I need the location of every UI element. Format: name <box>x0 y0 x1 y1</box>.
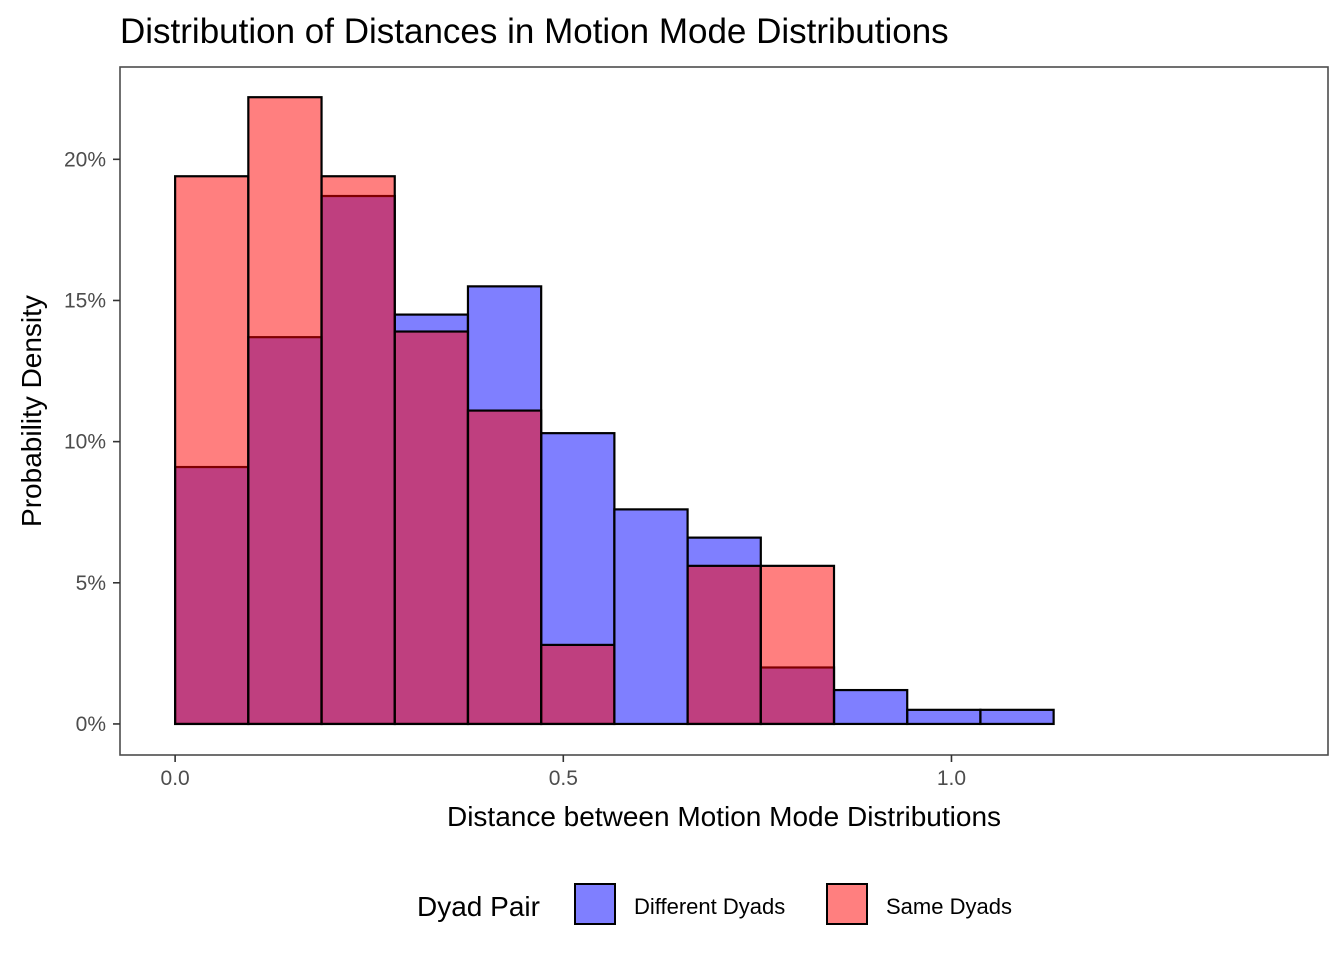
chart-title: Distribution of Distances in Motion Mode… <box>120 12 949 51</box>
legend-title: Dyad Pair <box>417 891 540 922</box>
x-axis-title: Distance between Motion Mode Distributio… <box>447 801 1001 832</box>
y-axis-title: Probability Density <box>16 295 47 527</box>
different-dyads-bar <box>832 688 909 726</box>
legend: Dyad Pair Different Dyads Same Dyads <box>417 883 1012 925</box>
same-dyads-bar <box>466 409 543 726</box>
y-tick-label: 20% <box>64 148 106 171</box>
y-axis: 0% 5% 10% 15% 20% <box>64 148 120 736</box>
legend-swatch-different-dyads <box>574 883 616 925</box>
same-dyads-bar <box>759 564 836 726</box>
same-dyads-bar <box>247 96 323 726</box>
x-tick-label: 1.0 <box>937 767 966 790</box>
different-dyads-bar <box>613 508 689 726</box>
legend-swatch-same-dyads <box>826 883 868 925</box>
y-tick-label: 15% <box>64 289 106 312</box>
same-dyads-bar <box>320 175 396 726</box>
legend-label-different-dyads: Different Dyads <box>634 894 785 919</box>
y-tick-label: 5% <box>76 572 106 595</box>
plot-panel-border <box>119 66 1329 756</box>
same-dyads-bar <box>174 175 250 726</box>
x-axis: 0.0 0.5 1.0 <box>161 755 966 790</box>
x-tick-label: 0.5 <box>549 767 578 790</box>
y-tick-label: 10% <box>64 431 106 454</box>
legend-label-same-dyads: Same Dyads <box>886 894 1012 919</box>
same-dyads-bar <box>393 330 470 726</box>
same-dyads-bar <box>686 564 762 726</box>
different-dyads-bar <box>979 708 1055 726</box>
x-tick-label: 0.0 <box>161 767 190 790</box>
y-tick-label: 0% <box>76 713 106 736</box>
same-dyads-bar <box>540 643 616 726</box>
same-dyads-bars <box>174 96 836 726</box>
different-dyads-bar <box>906 708 982 726</box>
